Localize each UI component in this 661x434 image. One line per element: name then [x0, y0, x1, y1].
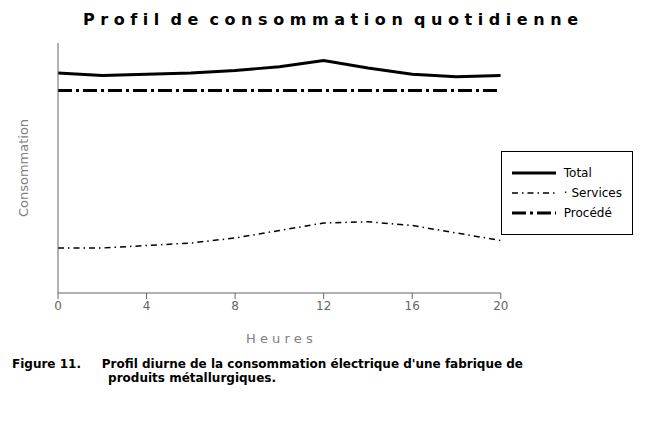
html-text:P r o f i l d e c o n s o m m: P r o f i l d e c o n s o m m a t i o n … [83, 10, 578, 29]
svg-text:20: 20 [493, 299, 508, 313]
svg-text:12: 12 [316, 299, 331, 313]
svg-text:0: 0 [54, 299, 62, 313]
html-text:Total: Total [563, 166, 592, 180]
svg-text:8: 8 [231, 299, 239, 313]
html-text:· Services: · Services [563, 186, 622, 200]
svg-text:Consommation: Consommation [16, 119, 31, 217]
svg-text:H e u r e s: H e u r e s [246, 331, 313, 346]
svg-text:4: 4 [143, 299, 151, 313]
html-text:Figure 11. Profil diurne de la: Figure 11. Profil diurne de la consommat… [12, 357, 523, 385]
html-text:Procédé: Procédé [563, 206, 612, 220]
svg-text:16: 16 [405, 299, 420, 313]
